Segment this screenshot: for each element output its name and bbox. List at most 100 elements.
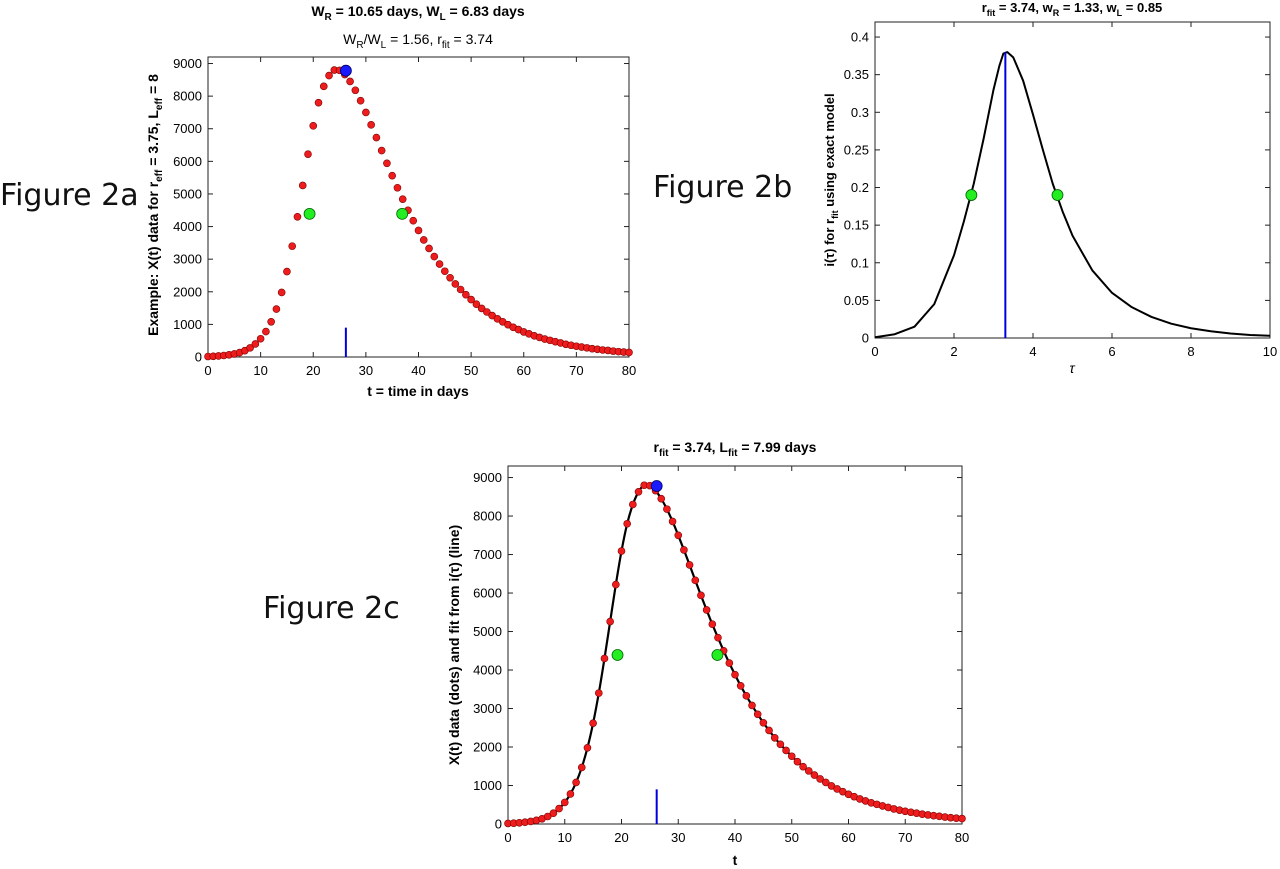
fig2c-data-point [612, 580, 620, 589]
fig2a-data-point [267, 317, 275, 326]
fig2a-data-point [483, 308, 491, 316]
fig2a-data-point [446, 273, 454, 282]
fig2a-half-max-point [303, 207, 316, 220]
fig2a-ytick-label: 7000 [173, 121, 202, 136]
fig2c-ylabel: X(t) data (dots) and fit from i(τ) (line… [446, 525, 462, 765]
fig2a-data-point [477, 304, 486, 313]
fig2a-ytick-label: 9000 [173, 56, 202, 71]
fig2a-data-point [325, 71, 333, 80]
fig2c-ytick-label: 1000 [473, 778, 502, 793]
fig2a-xtick-label: 80 [622, 363, 636, 378]
fig2a-data-point [377, 146, 386, 155]
fig2a-ytick-label: 2000 [173, 284, 202, 299]
fig2a-xtick-label: 30 [359, 363, 373, 378]
fig2a-data-point [283, 267, 291, 276]
fig2a-data-point [288, 242, 297, 250]
fig2a-data-point [293, 212, 302, 221]
fig2c-data-point [572, 778, 580, 787]
fig2c-data-point [714, 633, 722, 642]
fig2a-data-point [362, 108, 370, 117]
fig2b-ytick-label: 0.4 [851, 30, 869, 45]
fig2c-ytick-label: 6000 [473, 586, 502, 601]
fig2c-data-point [668, 517, 677, 526]
fig2a-data-point [625, 348, 633, 357]
fig2a-ytick-label: 3000 [173, 252, 202, 267]
fig2c-xtick-label: 20 [614, 830, 628, 845]
fig2a-data-point [435, 260, 444, 268]
fig2a-ytick-label: 8000 [173, 89, 202, 104]
fig2c-axes: 0 10 20 30 40 50 60 70 80 0 1000 2000 3000 4000 5000 60… [473, 465, 969, 845]
fig2a-data-point [346, 77, 354, 86]
figure-2b-label: Figure 2b [653, 170, 793, 205]
fig2a-xtick-label: 60 [517, 363, 531, 378]
fig2c-data-point [816, 775, 824, 783]
fig2a-data-point [441, 267, 449, 276]
fig2a-data-point [246, 344, 254, 352]
fig2c-data-point [810, 771, 819, 779]
fig2c-xtick-label: 10 [558, 830, 572, 845]
fig2c-data-point [606, 617, 614, 626]
fig2b-xtick-label: 6 [1108, 344, 1115, 359]
fig2a-peak-point [339, 64, 352, 77]
fig2a-xlabel: t = time in days [367, 383, 469, 399]
fig2c-data-point [697, 591, 705, 600]
fig2c-data-point [731, 670, 739, 679]
fig2a-data-point [383, 159, 391, 168]
fig2c-data-point [787, 752, 796, 761]
fig2c-data-point [560, 798, 569, 807]
fig2c-data-point [799, 762, 807, 771]
fig2c-data-point [708, 620, 717, 629]
fig2c-data-point [958, 814, 966, 823]
fig2a-axes: 0 10 20 30 40 50 60 70 80 0 1000 2000 3000 4000 5000 60… [173, 56, 636, 378]
fig2b-half-max-point [1051, 189, 1064, 201]
fig2c-xtick-label: 70 [898, 830, 912, 845]
fig2c-data-point [634, 487, 643, 496]
fig2a-data-point [393, 183, 402, 192]
fig2c-data-point [725, 659, 734, 667]
fig2c-data-point [617, 547, 626, 555]
fig2a-xtick-label: 20 [306, 363, 320, 378]
fig2c-plot-frame [507, 465, 963, 825]
fig2a-data-point [451, 280, 460, 288]
fig2a-data-point [262, 327, 270, 336]
fig2a-data-point [356, 96, 365, 105]
fig2c-data-point [623, 519, 631, 528]
fig2c-data-point [577, 763, 586, 772]
fig2a-xtick-label: 70 [569, 363, 583, 378]
fig2a-data-point [388, 171, 396, 180]
fig2b-ytick-label: 0 [862, 331, 869, 346]
fig2a-data-point [409, 216, 418, 225]
fig2c-data-point [782, 746, 790, 755]
fig2c-data-point [566, 790, 575, 798]
fig2b-xtick-label: 4 [1029, 344, 1036, 359]
fig2a-data-point [351, 86, 360, 95]
fig2c-data-point [770, 733, 779, 742]
fig2a-data-point [251, 340, 260, 348]
fig2a-xtick-label: 10 [253, 363, 267, 378]
fig2c-data-point [821, 778, 830, 787]
fig2c-ytick-label: 8000 [473, 509, 502, 524]
fig2b-ytick-label: 0.35 [844, 67, 869, 82]
fig2c-data-point [674, 531, 683, 540]
fig2a-half-max-point [396, 207, 409, 220]
fig2a-data-point [256, 334, 265, 343]
fig2c-ytick-label: 3000 [473, 701, 502, 716]
fig2c-data-point [589, 719, 597, 727]
fig2c-data-point [691, 576, 700, 585]
fig2c-half-max-point [611, 649, 624, 661]
fig2a-data-point [367, 121, 375, 129]
fig2a-data-point [372, 133, 381, 142]
fig2b-xtick-label: 0 [871, 344, 878, 359]
fig2a-data-point [467, 295, 475, 304]
fig2c-data-point [748, 701, 756, 710]
fig2b-i-tau-curve [874, 51, 1271, 339]
fig2c-data-point [594, 689, 603, 697]
fig2b-ytick-label: 0.15 [844, 218, 869, 233]
fig2c-data-point [736, 682, 745, 690]
fig2c-data-point [776, 740, 785, 749]
figure-2c-label: Figure 2c [263, 591, 400, 626]
fig2a-ytick-label: 4000 [173, 219, 202, 234]
fig2b-ytick-label: 0.2 [851, 180, 869, 195]
fig2c-title: rfit = 3.74, Lfit = 7.99 days [654, 439, 817, 459]
fig2c-xtick-label: 0 [504, 830, 511, 845]
